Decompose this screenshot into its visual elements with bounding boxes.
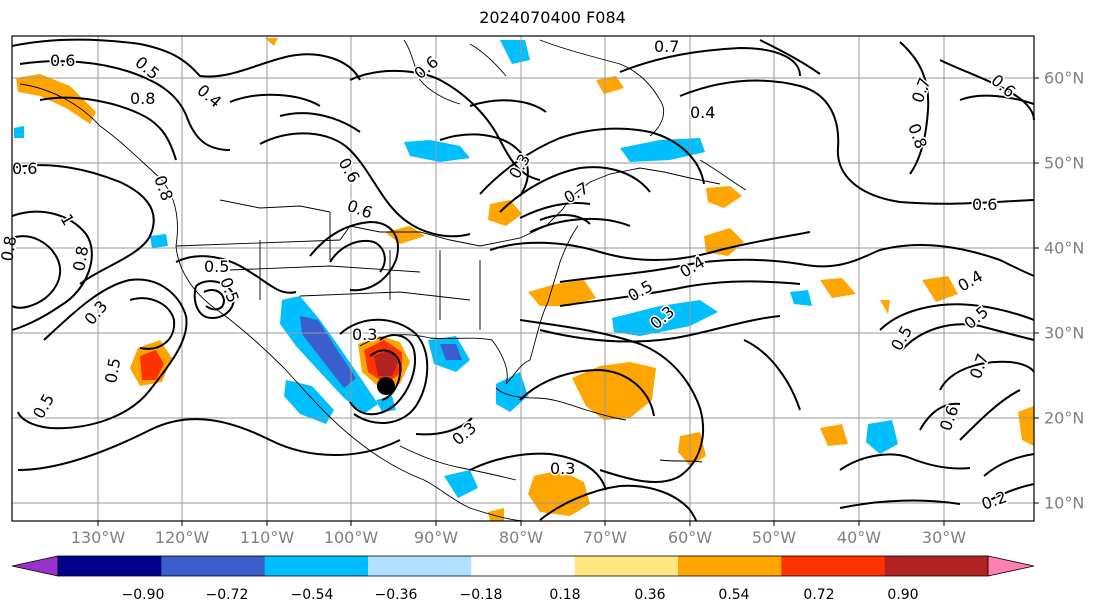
colorbar-segment	[264, 556, 369, 576]
orange-region	[385, 226, 425, 244]
contour-label: 0.8	[0, 234, 20, 262]
blue-region	[500, 40, 530, 64]
colorbar-tick-label: −0.90	[121, 587, 165, 603]
map-title: 2024070400 F084	[479, 8, 626, 27]
contour-label: 0.7	[654, 37, 679, 56]
storm-center-marker	[377, 377, 395, 395]
red-region	[140, 350, 164, 380]
colorbar-tick-label: −0.36	[374, 587, 418, 603]
orange-region	[704, 228, 744, 256]
lon-label: 120°W	[154, 528, 210, 547]
lon-label: 30°W	[921, 528, 967, 547]
lat-label: 60°N	[1044, 68, 1085, 88]
colorbar-segment	[161, 556, 266, 576]
orange-region	[572, 362, 656, 420]
blue-region	[150, 234, 168, 248]
colorbar-segment	[781, 556, 886, 576]
contour-label: 0.3	[352, 325, 377, 344]
orange-region	[820, 278, 856, 298]
lon-label: 40°W	[836, 528, 882, 547]
orange-region	[265, 38, 278, 46]
orange-region	[922, 276, 958, 302]
colorbar-segment	[884, 556, 989, 576]
colorbar-left-extension	[11, 555, 59, 577]
orange-region	[488, 508, 504, 521]
lat-label: 40°N	[1044, 238, 1085, 258]
colorbar-segment	[678, 556, 782, 576]
lon-label: 80°W	[498, 528, 544, 547]
colorbar	[11, 555, 1035, 577]
graticule	[12, 36, 1034, 521]
colorbar-tick-label: 0.18	[549, 587, 581, 603]
contour-label: 0.6	[50, 51, 75, 70]
contour-label: 0.6	[972, 195, 997, 214]
contour-lines	[11, 38, 1035, 522]
blue-region	[444, 470, 478, 498]
lat-label: 10°N	[1044, 493, 1085, 513]
lon-label: 70°W	[582, 528, 628, 547]
colorbar-frame	[57, 555, 989, 577]
orange-region	[528, 470, 590, 516]
orange-region	[596, 76, 624, 94]
blue-region	[496, 372, 528, 412]
contour-label: 0.8	[69, 244, 92, 272]
orange-region	[678, 432, 706, 466]
map-frame	[11, 35, 1035, 522]
shaded-regions	[14, 38, 1034, 521]
lat-label: 20°N	[1044, 408, 1085, 428]
blue-region	[440, 344, 462, 360]
colorbar-segment	[58, 556, 162, 576]
blue-region	[866, 420, 898, 454]
colorbar-tick-label: 0.90	[887, 587, 919, 603]
orange-region	[528, 280, 596, 306]
axis-ticks	[97, 77, 1039, 526]
contour-label: 0.4	[690, 103, 715, 122]
contour-label: 0.6	[12, 159, 37, 178]
contour-label: 0.8	[130, 89, 155, 108]
colorbar-right-extension	[987, 555, 1035, 577]
orange-region	[820, 424, 848, 446]
colorbar-tick-label: 0.54	[718, 587, 750, 603]
lon-label: 100°W	[323, 528, 379, 547]
colorbar-tick-label: −0.18	[459, 587, 503, 603]
lon-label: 130°W	[70, 528, 126, 547]
blue-region	[620, 138, 705, 162]
colorbar-segment	[574, 556, 679, 576]
blue-region	[612, 300, 718, 336]
colorbar-tick-label: −0.54	[290, 587, 334, 603]
blue-region	[300, 316, 356, 388]
lon-label: 50°W	[751, 528, 797, 547]
blue-region	[14, 126, 24, 138]
blue-region	[284, 380, 334, 424]
lat-label: 50°N	[1044, 153, 1085, 173]
lon-label: 90°W	[413, 528, 459, 547]
orange-region	[16, 74, 96, 124]
contour-label: 0.5	[204, 257, 229, 276]
colorbar-segment	[471, 556, 576, 576]
blue-region	[404, 140, 470, 162]
contour-label: 0.3	[550, 459, 575, 478]
darkred-region	[374, 350, 398, 376]
lon-label: 110°W	[239, 528, 295, 547]
orange-region	[706, 186, 742, 208]
orange-region	[1018, 406, 1034, 446]
colorbar-segment	[368, 556, 472, 576]
lat-label: 30°N	[1044, 323, 1085, 343]
lon-label: 60°W	[667, 528, 713, 547]
orange-region	[488, 200, 522, 226]
blue-region	[790, 290, 812, 306]
orange-region	[880, 300, 890, 314]
colorbar-tick-label: 0.36	[634, 587, 666, 603]
colorbar-tick-label: −0.72	[205, 587, 249, 603]
colorbar-tick-label: 0.72	[803, 587, 835, 603]
